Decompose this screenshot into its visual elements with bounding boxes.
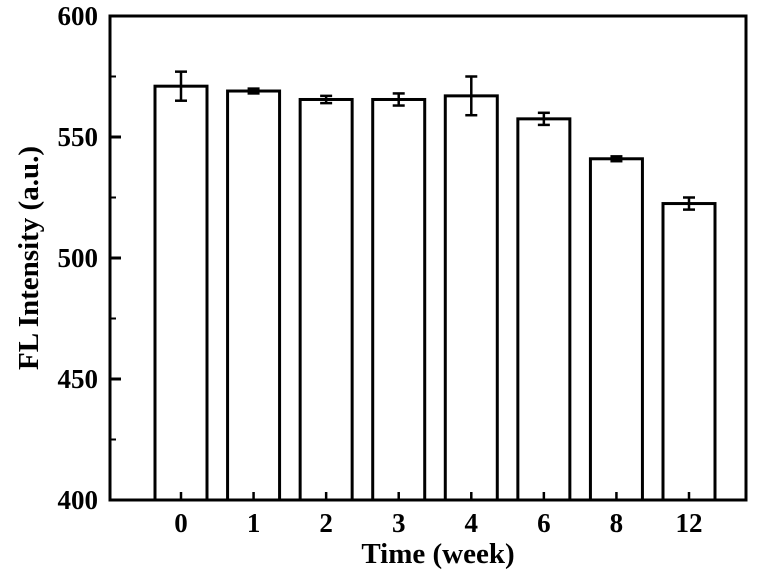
y-tick-label: 500 xyxy=(58,243,99,273)
x-tick-label: 4 xyxy=(465,508,479,538)
bars-group xyxy=(153,84,717,502)
bar xyxy=(153,84,209,502)
x-axis-title: Time (week) xyxy=(361,538,514,570)
x-axis: 0 1 2 3 4 6 8 12 xyxy=(174,492,703,538)
y-tick-label: 550 xyxy=(58,122,99,152)
x-tick-label: 2 xyxy=(319,508,333,538)
x-tick-label: 6 xyxy=(537,508,551,538)
x-tick-label: 12 xyxy=(676,508,703,538)
bar xyxy=(298,97,354,502)
x-tick-label: 8 xyxy=(610,508,624,538)
x-tick-label: 0 xyxy=(174,508,188,538)
y-tick-label: 600 xyxy=(58,1,99,31)
x-tick-label: 3 xyxy=(392,508,406,538)
bar xyxy=(516,117,572,502)
plot-frame xyxy=(108,14,748,502)
bar xyxy=(226,89,282,502)
error-bars-group xyxy=(175,70,695,211)
bar xyxy=(661,202,717,502)
y-tick-label: 400 xyxy=(58,485,99,515)
bar xyxy=(588,157,644,502)
x-tick-label: 1 xyxy=(247,508,261,538)
y-axis-title: FL Intensity (a.u.) xyxy=(13,146,45,370)
bar xyxy=(443,94,499,502)
y-tick-label: 450 xyxy=(58,364,99,394)
bar xyxy=(371,97,427,502)
y-axis: 400 450 500 550 600 xyxy=(58,1,121,515)
